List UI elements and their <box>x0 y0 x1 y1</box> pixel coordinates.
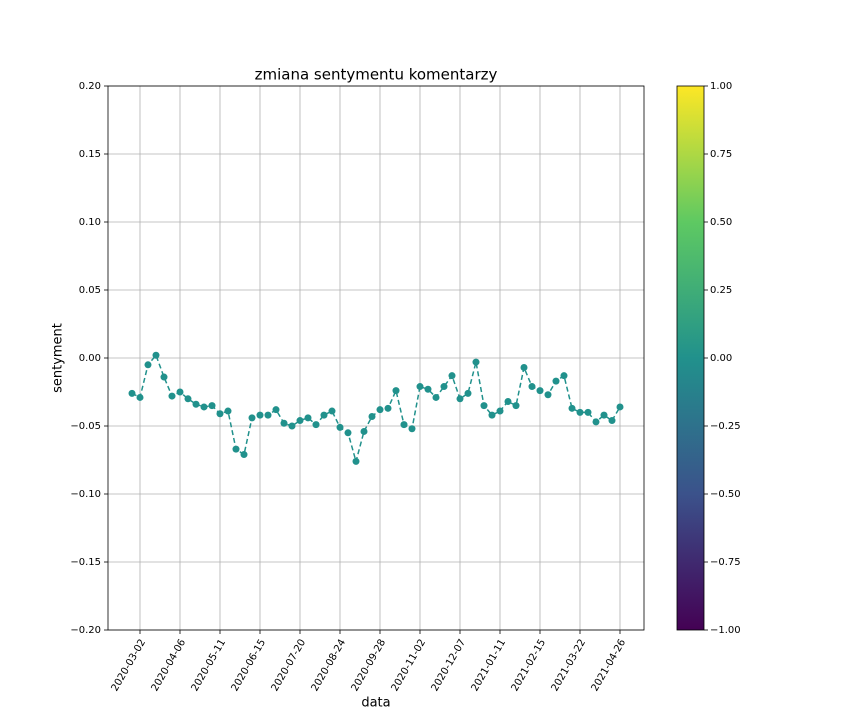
data-point <box>488 411 496 419</box>
data-point <box>560 372 568 380</box>
y-tick-label: −0.10 <box>70 489 101 500</box>
data-point <box>432 393 440 401</box>
data-point <box>200 403 208 411</box>
x-axis-label: data <box>361 696 390 711</box>
data-point <box>440 383 448 391</box>
y-axis-label: sentyment <box>51 323 66 393</box>
plot-frame <box>107 85 645 631</box>
data-point <box>464 389 472 397</box>
data-point <box>264 411 272 419</box>
colorbar-tick-label: 0.00 <box>710 353 732 364</box>
data-point <box>288 422 296 430</box>
data-point <box>272 406 280 414</box>
data-point <box>456 395 464 403</box>
data-point <box>584 408 592 416</box>
data-point <box>536 387 544 395</box>
data-point <box>184 395 192 403</box>
data-point <box>336 423 344 431</box>
data-point <box>496 407 504 415</box>
data-point <box>480 402 488 410</box>
data-point <box>528 383 536 391</box>
colorbar-tick-label: −0.25 <box>710 421 741 432</box>
colorbar-tick-label: 0.75 <box>710 149 732 160</box>
y-tick-label: −0.05 <box>70 421 101 432</box>
y-tick-label: 0.15 <box>79 149 101 160</box>
data-point <box>248 414 256 422</box>
data-point <box>472 358 480 366</box>
colorbar-tick-label: −0.75 <box>710 557 741 568</box>
data-point <box>224 407 232 415</box>
data-point <box>520 364 528 372</box>
data-point <box>512 402 520 410</box>
x-tick-label: 2020-05-11 <box>190 638 229 694</box>
x-tick-label: 2020-11-02 <box>390 638 429 694</box>
x-tick-label: 2020-04-06 <box>150 638 189 694</box>
x-tick-label: 2020-07-20 <box>270 638 309 694</box>
x-tick-label: 2021-04-26 <box>590 638 629 694</box>
data-point <box>592 418 600 426</box>
data-point <box>568 404 576 412</box>
data-point <box>416 383 424 391</box>
data-point <box>448 372 456 380</box>
colorbar-tick-label: 0.25 <box>710 285 732 296</box>
x-tick-label: 2020-03-02 <box>110 638 149 694</box>
y-tick-label: 0.05 <box>79 285 101 296</box>
data-point <box>312 421 320 429</box>
colorbar <box>676 85 705 631</box>
data-point <box>328 407 336 415</box>
data-point <box>152 351 160 359</box>
colorbar-tick-label: −1.00 <box>710 625 741 636</box>
y-tick-label: −0.15 <box>70 557 101 568</box>
y-tick-label: −0.20 <box>70 625 101 636</box>
data-point <box>208 402 216 410</box>
data-point <box>352 457 360 465</box>
data-point <box>232 445 240 453</box>
data-point <box>552 377 560 385</box>
data-point <box>544 391 552 399</box>
data-point <box>360 427 368 435</box>
x-tick-label: 2021-01-11 <box>470 638 509 694</box>
colorbar-tick-label: −0.50 <box>710 489 741 500</box>
x-tick-label: 2020-08-24 <box>310 638 349 694</box>
y-tick-label: 0.00 <box>79 353 101 364</box>
data-point <box>376 406 384 414</box>
data-point <box>256 411 264 419</box>
x-tick-label: 2021-03-22 <box>550 638 589 694</box>
y-tick-label: 0.10 <box>79 217 101 228</box>
data-point <box>128 389 136 397</box>
data-point <box>400 421 408 429</box>
data-point <box>240 451 248 459</box>
y-tick-label: 0.20 <box>79 81 101 92</box>
x-tick-label: 2020-06-15 <box>230 638 269 694</box>
data-point <box>368 412 376 420</box>
x-tick-label: 2020-12-07 <box>430 638 469 694</box>
data-point <box>216 410 224 418</box>
data-point <box>576 408 584 416</box>
data-point <box>608 417 616 425</box>
data-point <box>392 387 400 395</box>
x-tick-label: 2021-02-15 <box>510 638 549 694</box>
data-point <box>616 403 624 411</box>
data-point <box>504 398 512 406</box>
data-point <box>296 417 304 425</box>
chart-title: zmiana sentymentu komentarzy <box>255 66 498 84</box>
x-tick-label: 2020-09-28 <box>350 638 389 694</box>
colorbar-tick-label: 1.00 <box>710 81 732 92</box>
data-point <box>320 411 328 419</box>
data-point <box>280 419 288 427</box>
data-point <box>168 392 176 400</box>
data-point <box>192 400 200 408</box>
data-point <box>424 385 432 393</box>
data-point <box>304 414 312 422</box>
data-point <box>160 373 168 381</box>
data-point <box>384 404 392 412</box>
data-point <box>408 425 416 433</box>
data-point <box>344 429 352 437</box>
colorbar-tick-label: 0.50 <box>710 217 732 228</box>
data-point <box>600 411 608 419</box>
data-point <box>176 388 184 396</box>
data-point <box>144 361 152 369</box>
data-point <box>136 393 144 401</box>
